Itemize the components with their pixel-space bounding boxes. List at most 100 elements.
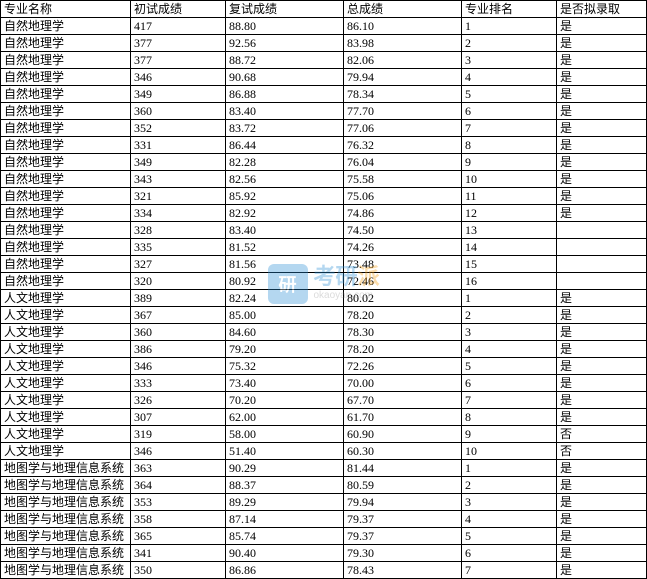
table-body: 自然地理学41788.8086.101是自然地理学37792.5683.982是…	[1, 18, 647, 579]
table-cell: 2	[462, 35, 557, 52]
table-cell: 自然地理学	[1, 18, 131, 35]
table-row: 人文地理学32670.2067.707是	[1, 392, 647, 409]
table-cell: 是	[557, 494, 647, 511]
table-cell	[557, 222, 647, 239]
table-cell: 60.30	[344, 443, 462, 460]
table-cell: 51.40	[226, 443, 344, 460]
table-cell: 自然地理学	[1, 205, 131, 222]
table-cell	[557, 239, 647, 256]
table-cell: 自然地理学	[1, 273, 131, 290]
table-row: 人文地理学38679.2078.204是	[1, 341, 647, 358]
table-cell: 349	[131, 86, 226, 103]
table-cell: 81.52	[226, 239, 344, 256]
table-cell: 人文地理学	[1, 324, 131, 341]
table-cell: 307	[131, 409, 226, 426]
table-cell: 353	[131, 494, 226, 511]
table-cell: 自然地理学	[1, 35, 131, 52]
table-cell: 331	[131, 137, 226, 154]
table-cell: 78.20	[344, 307, 462, 324]
table-row: 自然地理学32883.4074.5013	[1, 222, 647, 239]
table-cell: 319	[131, 426, 226, 443]
table-cell: 364	[131, 477, 226, 494]
table-row: 自然地理学37788.7282.063是	[1, 52, 647, 69]
table-cell: 人文地理学	[1, 426, 131, 443]
table-cell: 是	[557, 290, 647, 307]
table-cell: 90.40	[226, 545, 344, 562]
table-cell: 是	[557, 511, 647, 528]
table-cell: 是	[557, 528, 647, 545]
table-cell: 358	[131, 511, 226, 528]
table-row: 地图学与地理信息系统35887.1479.374是	[1, 511, 647, 528]
table-cell: 自然地理学	[1, 52, 131, 69]
table-cell: 90.68	[226, 69, 344, 86]
table-cell: 10	[462, 443, 557, 460]
table-cell: 78.43	[344, 562, 462, 579]
table-cell: 10	[462, 171, 557, 188]
header-retest: 复试成绩	[226, 1, 344, 18]
table-cell: 365	[131, 528, 226, 545]
table-cell: 是	[557, 205, 647, 222]
table-cell: 88.72	[226, 52, 344, 69]
table-cell: 83.40	[226, 103, 344, 120]
table-row: 自然地理学34986.8878.345是	[1, 86, 647, 103]
table-cell: 7	[462, 562, 557, 579]
table-cell: 是	[557, 307, 647, 324]
table-cell: 是	[557, 52, 647, 69]
table-cell: 是	[557, 477, 647, 494]
table-cell: 4	[462, 341, 557, 358]
table-cell: 14	[462, 239, 557, 256]
table-cell: 81.56	[226, 256, 344, 273]
table-row: 人文地理学36785.0078.202是	[1, 307, 647, 324]
table-cell: 是	[557, 69, 647, 86]
table-cell: 自然地理学	[1, 120, 131, 137]
table-cell: 77.06	[344, 120, 462, 137]
table-cell: 360	[131, 324, 226, 341]
table-cell: 1	[462, 460, 557, 477]
table-cell: 是	[557, 409, 647, 426]
table-cell: 89.29	[226, 494, 344, 511]
table-cell: 76.04	[344, 154, 462, 171]
table-cell: 是	[557, 392, 647, 409]
table-cell: 12	[462, 205, 557, 222]
table-cell: 自然地理学	[1, 239, 131, 256]
table-cell: 321	[131, 188, 226, 205]
table-cell: 人文地理学	[1, 443, 131, 460]
table-cell: 是	[557, 120, 647, 137]
table-cell: 386	[131, 341, 226, 358]
table-cell: 7	[462, 120, 557, 137]
table-cell: 82.28	[226, 154, 344, 171]
table-cell: 自然地理学	[1, 137, 131, 154]
table-row: 人文地理学33373.4070.006是	[1, 375, 647, 392]
table-cell: 是	[557, 358, 647, 375]
table-row: 人文地理学31958.0060.909否	[1, 426, 647, 443]
table-cell: 人文地理学	[1, 290, 131, 307]
table-cell: 人文地理学	[1, 307, 131, 324]
table-cell: 85.00	[226, 307, 344, 324]
table-cell: 人文地理学	[1, 409, 131, 426]
table-row: 自然地理学34382.5675.5810是	[1, 171, 647, 188]
table-cell: 377	[131, 35, 226, 52]
header-rank: 专业排名	[462, 1, 557, 18]
table-row: 自然地理学34690.6879.944是	[1, 69, 647, 86]
table-cell: 85.92	[226, 188, 344, 205]
table-cell: 79.94	[344, 69, 462, 86]
table-cell: 92.56	[226, 35, 344, 52]
table-cell: 5	[462, 358, 557, 375]
table-cell: 是	[557, 137, 647, 154]
table-cell: 76.32	[344, 137, 462, 154]
table-cell: 地图学与地理信息系统	[1, 460, 131, 477]
table-cell: 352	[131, 120, 226, 137]
table-row: 自然地理学41788.8086.101是	[1, 18, 647, 35]
table-cell: 83.72	[226, 120, 344, 137]
table-cell: 346	[131, 358, 226, 375]
table-cell: 328	[131, 222, 226, 239]
table-cell: 是	[557, 154, 647, 171]
table-cell: 是	[557, 86, 647, 103]
table-row: 自然地理学35283.7277.067是	[1, 120, 647, 137]
table-cell: 是	[557, 460, 647, 477]
table-cell: 78.34	[344, 86, 462, 103]
table-cell: 是	[557, 103, 647, 120]
table-cell: 16	[462, 273, 557, 290]
table-cell: 82.92	[226, 205, 344, 222]
table-cell: 79.94	[344, 494, 462, 511]
